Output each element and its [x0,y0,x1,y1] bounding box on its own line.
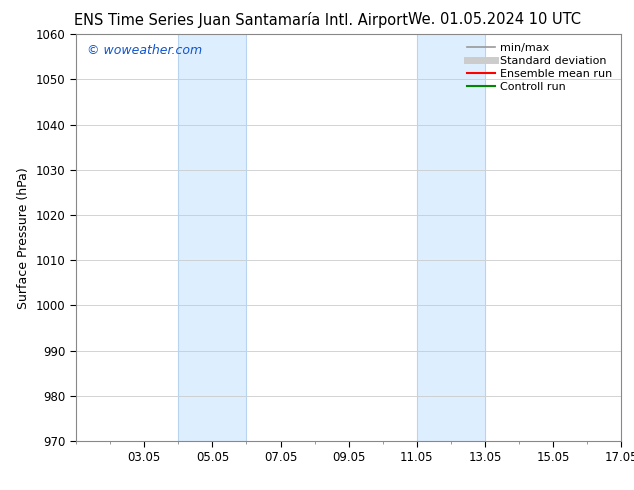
Y-axis label: Surface Pressure (hPa): Surface Pressure (hPa) [17,167,30,309]
Bar [417,34,485,441]
Bar [178,34,247,441]
Legend: min/max, Standard deviation, Ensemble mean run, Controll run: min/max, Standard deviation, Ensemble me… [463,40,616,95]
Text: We. 01.05.2024 10 UTC: We. 01.05.2024 10 UTC [408,12,581,27]
Text: ENS Time Series Juan Santamaría Intl. Airport: ENS Time Series Juan Santamaría Intl. Ai… [74,12,408,28]
Text: © woweather.com: © woweather.com [87,45,202,57]
